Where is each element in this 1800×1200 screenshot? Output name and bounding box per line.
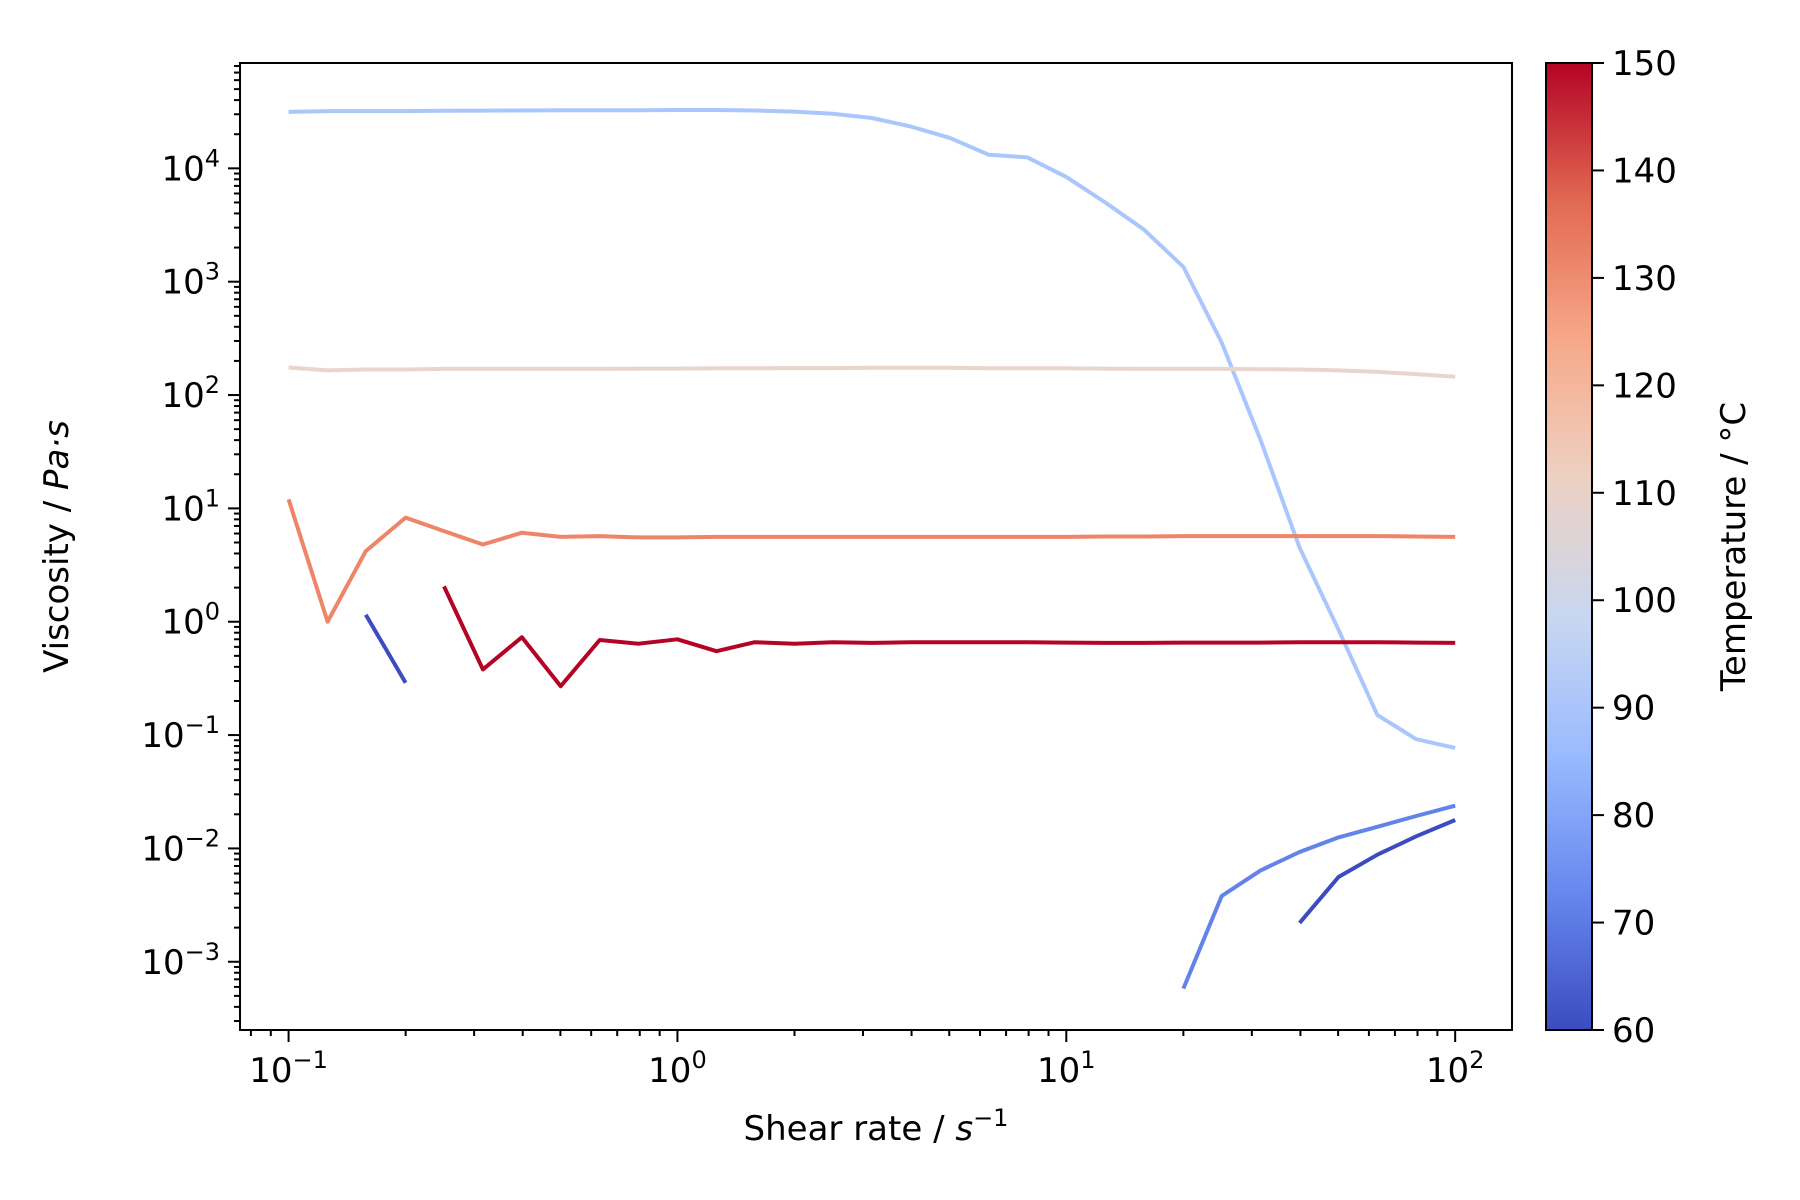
x-tick-label: 100 — [648, 1046, 707, 1091]
colorbar-tick-label: 100 — [1612, 581, 1677, 621]
colorbar — [1546, 63, 1592, 1030]
series-line-1 — [288, 365, 1456, 379]
colorbar-tick-label: 70 — [1612, 904, 1655, 944]
y-axis-title: Viscosity / Pa·s — [37, 420, 77, 673]
y-tick-label: 10−2 — [141, 824, 220, 869]
series-line-6 — [1298, 818, 1456, 925]
y-axis-title-text: Viscosity / — [37, 490, 77, 673]
y-tick-label: 104 — [161, 144, 220, 189]
x-tick-label: 102 — [1426, 1046, 1485, 1091]
colorbar-tick-label: 60 — [1612, 1011, 1655, 1051]
colorbar-tick-label: 140 — [1612, 151, 1677, 191]
colorbar-frame — [1545, 62, 1593, 1031]
x-axis: 10−1 100 101 102 — [249, 1030, 1484, 1091]
colorbar-tick-label: 150 — [1612, 44, 1677, 84]
colorbar-tick-label: 110 — [1612, 474, 1677, 514]
x-axis-title-exponent: −1 — [973, 1104, 1008, 1132]
x-axis-title-text: Shear rate / — [744, 1109, 956, 1149]
colorbar-title: Temperature / °C — [1714, 402, 1754, 692]
colorbar-tick-label: 120 — [1612, 366, 1677, 406]
x-tick-label: 101 — [1037, 1046, 1096, 1091]
y-axis: 10−3 10−2 10−1 100 101 102 103 104 — [141, 64, 240, 1023]
x-tick-label: 10−1 — [249, 1046, 328, 1091]
y-tick-label: 101 — [161, 484, 220, 529]
x-axis-title: Shear rate / s−1 — [744, 1104, 1009, 1149]
colorbar-tick-label: 130 — [1612, 259, 1677, 299]
y-tick-label: 10−3 — [141, 938, 220, 983]
series-line-0 — [288, 108, 1456, 750]
y-tick-label: 102 — [161, 371, 220, 416]
series-line-2 — [286, 498, 1456, 624]
plot-frame — [239, 62, 1513, 1031]
y-tick-label: 103 — [161, 258, 220, 303]
series-line-3 — [442, 585, 1456, 689]
y-tick-label: 100 — [161, 598, 220, 643]
colorbar-tick-label: 80 — [1612, 796, 1655, 836]
colorbar-ticks: 60 70 80 90 100 110 120 130 140 150 — [1592, 44, 1677, 1051]
series-line-4 — [364, 613, 408, 684]
x-axis-title-symbol: s — [955, 1109, 973, 1149]
y-tick-label: 10−1 — [141, 711, 220, 756]
y-axis-title-symbol: Pa·s — [37, 420, 77, 490]
colorbar-tick-label: 90 — [1612, 689, 1655, 729]
series-line-5 — [1181, 803, 1456, 990]
series-layer — [286, 108, 1456, 990]
